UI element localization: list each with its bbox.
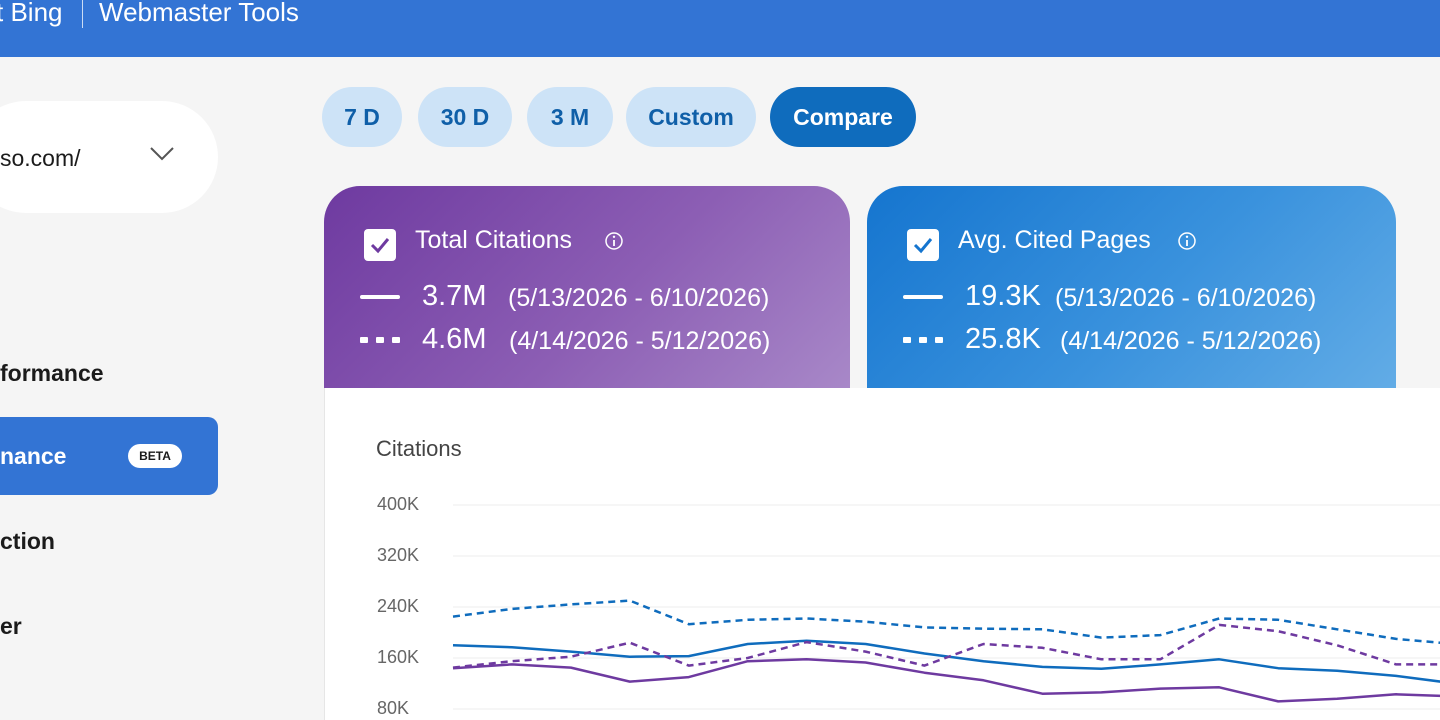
brand-name[interactable]: t Bing: [0, 0, 63, 27]
previous-value: 4.6M: [422, 323, 487, 355]
dashed-line-legend-icon: [903, 337, 943, 343]
product-name[interactable]: Webmaster Tools: [99, 0, 299, 27]
series-line-1[interactable]: [452, 599, 1440, 644]
solid-line-legend-icon: [360, 295, 400, 299]
header-divider: [82, 0, 83, 28]
avg-cited-pages-card[interactable]: Avg. Cited Pages 19.3K (5/13/2026 - 6/10…: [867, 186, 1396, 388]
sidebar-item-explorer[interactable]: er: [0, 613, 22, 639]
info-icon[interactable]: [1177, 231, 1197, 251]
series-line-2[interactable]: [452, 658, 1440, 703]
sidebar-item-inspection[interactable]: ction: [0, 528, 55, 554]
sidebar-item-performance[interactable]: formance: [0, 360, 104, 386]
total-citations-card[interactable]: Total Citations 3.7M (5/13/2026 - 6/10/2…: [324, 186, 850, 388]
site-selector[interactable]: so.com/: [0, 101, 218, 213]
previous-range: (4/14/2026 - 5/12/2026): [1060, 327, 1322, 355]
current-range: (5/13/2026 - 6/10/2026): [1055, 284, 1317, 312]
chart-title: Citations: [376, 436, 462, 461]
series-line-0[interactable]: [452, 639, 1440, 684]
sidebar-item-label: nance: [0, 443, 67, 469]
current-range: (5/13/2026 - 6/10/2026): [508, 284, 770, 312]
chevron-down-icon: [150, 147, 174, 161]
y-tick-label: 240K: [377, 596, 420, 616]
range-7d-button[interactable]: 7 D: [322, 87, 402, 147]
checkbox-checked-icon[interactable]: [907, 229, 939, 261]
solid-line-legend-icon: [903, 295, 943, 299]
card-title: Total Citations: [415, 226, 573, 254]
range-30d-button[interactable]: 30 D: [418, 87, 512, 147]
current-value: 19.3K: [965, 280, 1041, 312]
y-tick-label: 320K: [377, 545, 420, 565]
citations-chart: Citations 400K 320K 240K 160K 80K: [324, 388, 1440, 720]
range-compare-button[interactable]: Compare: [770, 87, 916, 147]
previous-value: 25.8K: [965, 323, 1041, 355]
card-title: Avg. Cited Pages: [958, 226, 1151, 254]
range-3m-button[interactable]: 3 M: [527, 87, 613, 147]
sidebar-item-ai-performance[interactable]: nance BETA: [0, 417, 218, 495]
series-line-3[interactable]: [452, 623, 1440, 669]
top-bar: t Bing Webmaster Tools: [0, 0, 1440, 57]
chart-plot-area: [452, 504, 1440, 710]
y-tick-label: 80K: [377, 698, 410, 718]
y-tick-label: 400K: [377, 494, 420, 514]
range-custom-button[interactable]: Custom: [626, 87, 756, 147]
site-selector-value: so.com/: [0, 145, 81, 171]
y-tick-label: 160K: [377, 647, 420, 667]
previous-range: (4/14/2026 - 5/12/2026): [509, 327, 771, 355]
checkbox-checked-icon[interactable]: [364, 229, 396, 261]
current-value: 3.7M: [422, 280, 487, 312]
dashed-line-legend-icon: [360, 337, 400, 343]
info-icon[interactable]: [604, 231, 624, 251]
beta-badge: BETA: [128, 444, 182, 468]
